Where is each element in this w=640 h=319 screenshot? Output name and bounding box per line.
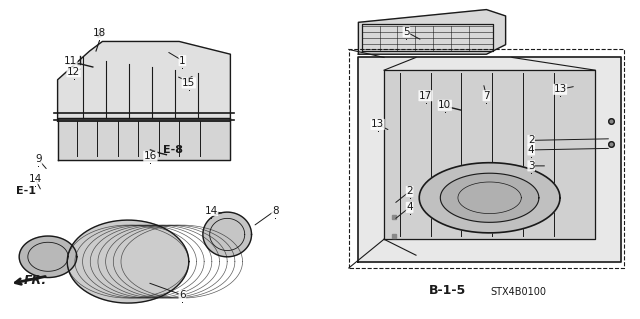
Text: 17: 17 (419, 91, 432, 101)
Text: 4: 4 (406, 202, 413, 212)
Text: 8: 8 (272, 205, 278, 216)
Polygon shape (58, 41, 230, 121)
Polygon shape (58, 118, 230, 160)
Text: STX4B0100: STX4B0100 (490, 287, 547, 297)
Text: 15: 15 (182, 78, 195, 88)
Text: 6: 6 (179, 290, 186, 300)
Polygon shape (440, 173, 539, 222)
Text: 14: 14 (205, 205, 218, 216)
Text: 14: 14 (29, 174, 42, 184)
Text: 1: 1 (179, 56, 186, 66)
Text: 12: 12 (67, 67, 80, 77)
Text: 11: 11 (64, 56, 77, 66)
Text: E-1: E-1 (15, 186, 36, 197)
Polygon shape (358, 57, 621, 262)
Polygon shape (419, 163, 560, 233)
Text: 13: 13 (554, 84, 566, 94)
Text: 3: 3 (528, 161, 534, 171)
Text: 9: 9 (35, 154, 42, 165)
Text: 13: 13 (371, 119, 384, 130)
Text: E-8: E-8 (163, 145, 183, 155)
Polygon shape (358, 10, 506, 54)
Polygon shape (19, 236, 77, 278)
Text: 16: 16 (144, 151, 157, 161)
Text: 5: 5 (403, 27, 410, 37)
Text: FR.: FR. (24, 274, 47, 287)
Text: B-1-5: B-1-5 (429, 284, 467, 297)
Text: 2: 2 (528, 135, 534, 145)
Polygon shape (384, 70, 595, 239)
Polygon shape (203, 212, 252, 257)
Text: 7: 7 (483, 91, 490, 101)
Text: 4: 4 (528, 145, 534, 155)
Text: 2: 2 (406, 186, 413, 197)
Polygon shape (67, 220, 189, 303)
Text: 10: 10 (438, 100, 451, 110)
Text: 18: 18 (93, 28, 106, 39)
